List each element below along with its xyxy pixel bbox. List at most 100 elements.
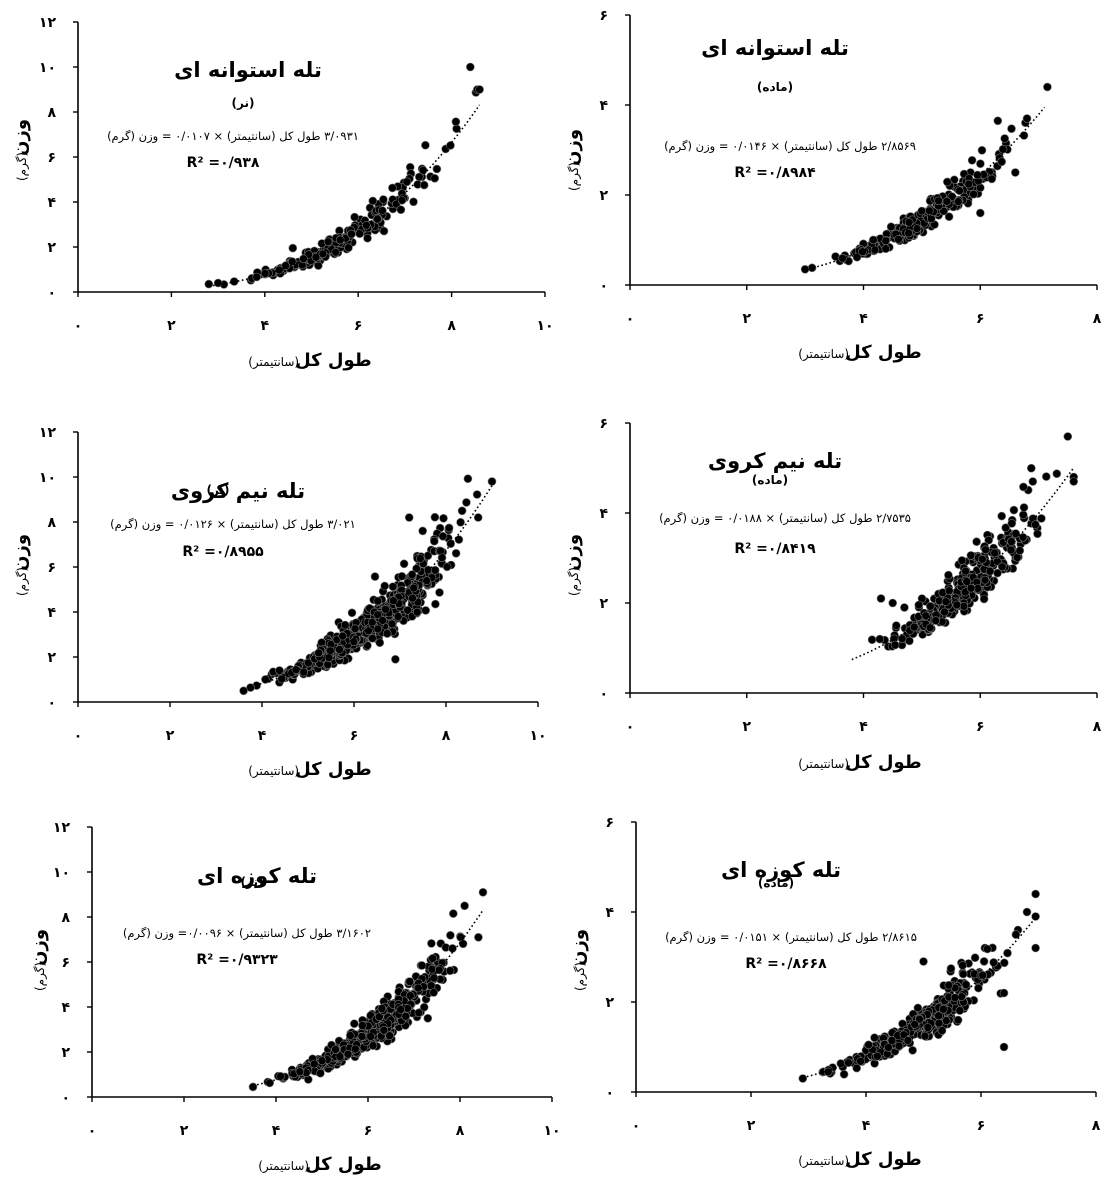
data-point bbox=[872, 1052, 882, 1061]
chart-panel-6: ۰ ۲ ۴ ۶ ۸ ۰ ۲ ۴ ۶ طول کل(سانتیمتر) وزن(گرم) تله کوز… bbox=[568, 815, 1101, 1170]
data-point bbox=[349, 637, 359, 647]
data-point bbox=[953, 197, 963, 206]
data-point bbox=[379, 226, 389, 236]
y-tick-label: ۸ bbox=[47, 105, 56, 121]
data-point bbox=[944, 212, 954, 221]
data-point bbox=[919, 957, 928, 966]
y-axis-title: وزن(گرم) bbox=[562, 129, 583, 191]
chart-subtitle: (نر) bbox=[232, 96, 255, 110]
data-point bbox=[983, 944, 992, 954]
data-point bbox=[836, 1059, 846, 1068]
y-tick-label: ۴ bbox=[61, 1000, 70, 1016]
x-axis-title-main: طول کل bbox=[845, 1149, 922, 1170]
data-point bbox=[299, 667, 309, 677]
data-point bbox=[1007, 124, 1016, 133]
data-point bbox=[396, 205, 406, 214]
chart-title: تله استوانه ای bbox=[701, 36, 849, 60]
data-point bbox=[966, 551, 976, 560]
regression-equation: ۲/۷۵۳۵ طول کل (سانتیمتر) × ۰/۰۱۸۸ = وزن … bbox=[659, 511, 911, 526]
x-tick-label: ۴ bbox=[272, 1123, 281, 1139]
x-tick-label: ۱۰ bbox=[543, 1123, 560, 1139]
data-point bbox=[976, 159, 985, 168]
y-axis-title-unit: (گرم) bbox=[567, 567, 582, 596]
data-point bbox=[904, 228, 913, 238]
x-tick-label: ۸ bbox=[442, 728, 451, 744]
data-point bbox=[964, 179, 974, 189]
x-tick-label: ۲ bbox=[166, 728, 175, 744]
data-point bbox=[993, 116, 1003, 126]
y-tick-label: ۴ bbox=[599, 98, 608, 114]
data-point bbox=[1011, 529, 1021, 538]
data-point bbox=[938, 1004, 948, 1014]
data-point bbox=[454, 535, 464, 544]
data-point bbox=[925, 623, 935, 633]
data-point bbox=[1000, 134, 1010, 143]
y-axis-title-main: وزن bbox=[28, 929, 49, 966]
x-tick-label: ۸ bbox=[1092, 1118, 1101, 1134]
data-point bbox=[379, 195, 388, 204]
data-point bbox=[1063, 432, 1073, 441]
data-point bbox=[430, 512, 440, 522]
data-point bbox=[944, 570, 953, 580]
data-point bbox=[1028, 477, 1038, 486]
data-point bbox=[397, 571, 407, 581]
data-point bbox=[867, 635, 877, 645]
x-axis-title-main: طول کل bbox=[295, 759, 372, 780]
data-point bbox=[331, 1045, 340, 1054]
data-point bbox=[429, 988, 439, 997]
data-point bbox=[316, 1068, 325, 1078]
data-point bbox=[418, 526, 428, 536]
y-tick-label: ۰ bbox=[61, 1090, 70, 1106]
y-tick-label: ۶ bbox=[599, 8, 608, 24]
data-point bbox=[382, 629, 392, 638]
data-point bbox=[422, 576, 432, 586]
data-point bbox=[979, 594, 989, 604]
data-point bbox=[934, 1011, 943, 1021]
data-point bbox=[213, 278, 223, 288]
data-point bbox=[955, 1006, 965, 1015]
data-point bbox=[397, 196, 407, 205]
chart-title: تله نیم کروی bbox=[708, 449, 842, 473]
data-point bbox=[987, 174, 997, 184]
data-point bbox=[401, 1011, 411, 1021]
x-tick-label: ۲ bbox=[742, 719, 751, 735]
data-point bbox=[910, 1020, 920, 1029]
data-point bbox=[444, 523, 454, 533]
data-point bbox=[1042, 472, 1051, 481]
data-point bbox=[347, 229, 356, 239]
scatter-points bbox=[239, 474, 497, 696]
y-tick-label: ۴ bbox=[605, 905, 614, 921]
x-axis-title: طول کل(سانتیمتر) bbox=[248, 759, 372, 780]
data-point bbox=[894, 235, 903, 244]
data-point bbox=[432, 164, 442, 174]
regression-equation: ۳/۱۶۰۲ طول کل (سانتیمتر) × ۰/۰۰۹۶= وزن (… bbox=[123, 926, 371, 941]
regression-equation: ۲/۸۶۱۵ طول کل (سانتیمتر) × ۰/۰۱۵۱ = وزن … bbox=[665, 930, 917, 945]
y-tick-label: ۱۲ bbox=[39, 15, 57, 31]
data-point bbox=[419, 1002, 429, 1012]
data-point bbox=[909, 622, 919, 632]
data-point bbox=[856, 1057, 865, 1066]
data-point bbox=[955, 186, 964, 195]
data-point bbox=[953, 1015, 963, 1025]
x-tick-label: ۰ bbox=[632, 1118, 641, 1134]
x-tick-label: ۰ bbox=[88, 1123, 97, 1139]
x-tick-label: ۴ bbox=[258, 728, 267, 744]
chart-panel-3: ۰ ۲ ۴ ۶ ۸ ۱۰ ۰ ۲ ۴ ۶ ۸ ۱۰ ۱۲ طول کل(سانتیمتر) وزن(گرم)… bbox=[10, 425, 547, 780]
data-point bbox=[404, 513, 414, 522]
y-axis-title-unit: (گرم) bbox=[15, 152, 30, 181]
trend-line bbox=[252, 909, 484, 1087]
data-point bbox=[864, 1040, 873, 1050]
data-point bbox=[374, 1012, 384, 1022]
data-point bbox=[463, 474, 473, 484]
data-point bbox=[448, 944, 457, 953]
data-point bbox=[350, 624, 360, 634]
x-axis-title: طول کل(سانتیمتر) bbox=[798, 1149, 922, 1170]
x-tick-label: ۰ bbox=[74, 318, 83, 334]
x-axis-title-unit: (سانتیمتر) bbox=[248, 764, 299, 779]
data-point bbox=[399, 559, 409, 569]
data-point bbox=[1031, 520, 1040, 529]
data-point bbox=[990, 548, 1000, 558]
data-point bbox=[204, 279, 214, 289]
data-point bbox=[1018, 532, 1028, 542]
